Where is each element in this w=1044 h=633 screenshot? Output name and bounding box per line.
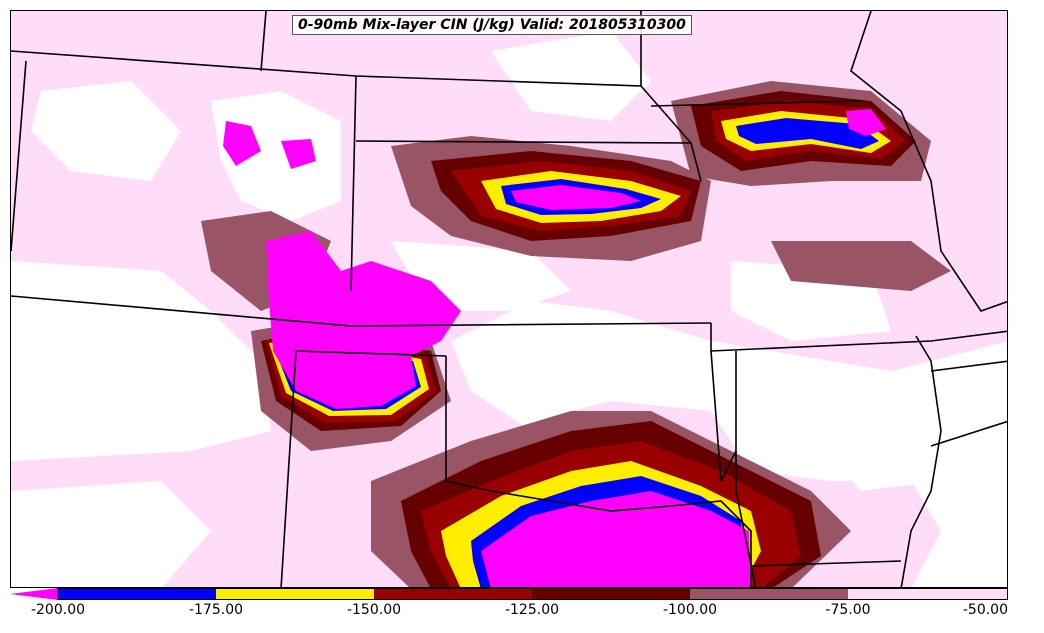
- colorbar-tick-label: -125.00: [504, 602, 560, 618]
- colorbar-tick-label: -200.00: [30, 602, 86, 618]
- colorbar-segment-dark-red: [374, 588, 532, 600]
- cin-white-gaps: [11, 31, 941, 587]
- colorbar-under-arrow: [10, 588, 58, 600]
- map-title: 0-90mb Mix-layer CIN (J/kg) Valid: 20180…: [292, 15, 692, 35]
- colorbar: [10, 588, 1008, 600]
- colorbar-tick-label: -150.00: [346, 602, 402, 618]
- colorbar-segment-mauve: [690, 588, 848, 600]
- colorbar-tick-label: -100.00: [662, 602, 718, 618]
- cin-field: [11, 11, 1007, 587]
- colorbar-segment-light-pink: [848, 588, 1008, 600]
- colorbar-tick-label: -50.00: [962, 602, 1008, 618]
- colorbar-tick-label: -75.00: [825, 602, 871, 618]
- colorbar-segment-maroon: [532, 588, 690, 600]
- colorbar-tick-label: -175.00: [188, 602, 244, 618]
- state-boundaries: [11, 11, 1007, 587]
- cin-magenta-areas: [223, 109, 886, 587]
- cin-map: [10, 10, 1008, 588]
- colorbar-segment-yellow: [216, 588, 374, 600]
- colorbar-segment-blue: [58, 588, 216, 600]
- colorbar-outline: [57, 588, 1008, 600]
